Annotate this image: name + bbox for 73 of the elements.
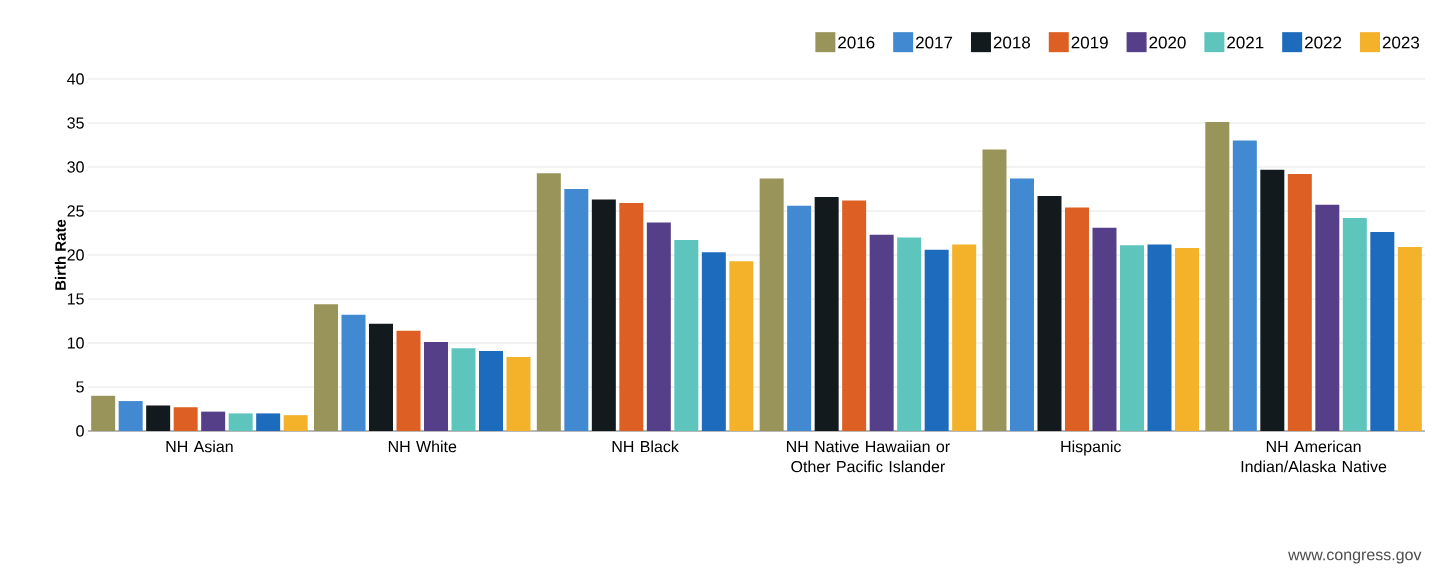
bar	[759, 178, 784, 431]
y-tick-label: 30	[67, 161, 84, 173]
bar	[369, 323, 393, 431]
bar	[1037, 196, 1062, 431]
y-tick-label: 25	[67, 205, 84, 217]
bar	[729, 261, 754, 431]
y-axis-title: Birth Rate	[54, 219, 66, 290]
bar	[228, 413, 253, 431]
legend-label: 2023	[1382, 36, 1420, 49]
y-tick-label: 35	[67, 117, 84, 129]
bar	[341, 314, 366, 431]
bar	[897, 237, 922, 431]
bar	[674, 240, 699, 431]
x-tick-label: NH White	[388, 440, 457, 453]
bar	[591, 199, 616, 431]
y-tick-label: 40	[67, 73, 84, 85]
bar	[1064, 207, 1089, 431]
x-tick-label: NH Asian	[166, 440, 233, 453]
bar	[173, 407, 198, 431]
bar	[396, 330, 421, 431]
y-tick-label: 15	[67, 293, 84, 305]
x-tick-label: NH Black	[612, 440, 679, 453]
bar	[1119, 245, 1144, 431]
legend-label: 2019	[1071, 36, 1108, 49]
bar	[924, 249, 949, 431]
bar	[982, 149, 1007, 431]
legend-label: 2022	[1305, 36, 1342, 49]
bar	[842, 200, 867, 431]
bar	[814, 196, 839, 431]
bar	[1315, 204, 1340, 431]
bar	[1260, 169, 1285, 431]
legend-label: 2020	[1149, 36, 1186, 49]
x-tick-label: Hispanic	[1061, 440, 1121, 456]
bar	[1147, 244, 1172, 431]
bar	[314, 304, 338, 431]
bar	[1092, 227, 1117, 431]
legend-label: 2021	[1227, 36, 1264, 49]
y-tick-label: 5	[76, 381, 84, 393]
bar	[1205, 122, 1230, 431]
bar	[869, 234, 894, 431]
text: www.congress.gov	[1288, 551, 1422, 564]
bar	[1342, 218, 1367, 431]
bar	[118, 401, 143, 431]
bar	[646, 222, 671, 431]
bar	[952, 244, 977, 431]
bar	[424, 342, 448, 431]
bar	[1287, 174, 1312, 431]
bar	[619, 203, 644, 431]
bar	[506, 357, 531, 431]
bar	[1009, 178, 1034, 431]
bar	[451, 348, 476, 431]
bar	[283, 415, 308, 431]
bar	[1174, 247, 1199, 431]
bar	[1370, 232, 1395, 431]
bar	[536, 173, 561, 431]
x-tick-label: NH American Indian/Alaska Native	[1241, 440, 1387, 473]
bar	[1397, 247, 1422, 431]
bar	[256, 413, 281, 431]
bar	[479, 350, 503, 431]
bar	[701, 252, 726, 431]
legend-label: 2016	[838, 36, 875, 49]
y-tick-label: 0	[76, 425, 84, 437]
legend-label: 2017	[916, 36, 953, 49]
bar	[564, 189, 589, 431]
legend-label: 2018	[993, 36, 1031, 49]
bar	[201, 411, 226, 431]
y-tick-label: 20	[67, 249, 84, 261]
x-tick-label: NH Native Hawaiian or Other Pacific Islander	[786, 440, 950, 473]
y-tick-label: 10	[67, 337, 84, 349]
bar	[91, 395, 116, 431]
bar	[1232, 140, 1257, 431]
bar	[146, 405, 171, 431]
bar	[787, 205, 812, 431]
